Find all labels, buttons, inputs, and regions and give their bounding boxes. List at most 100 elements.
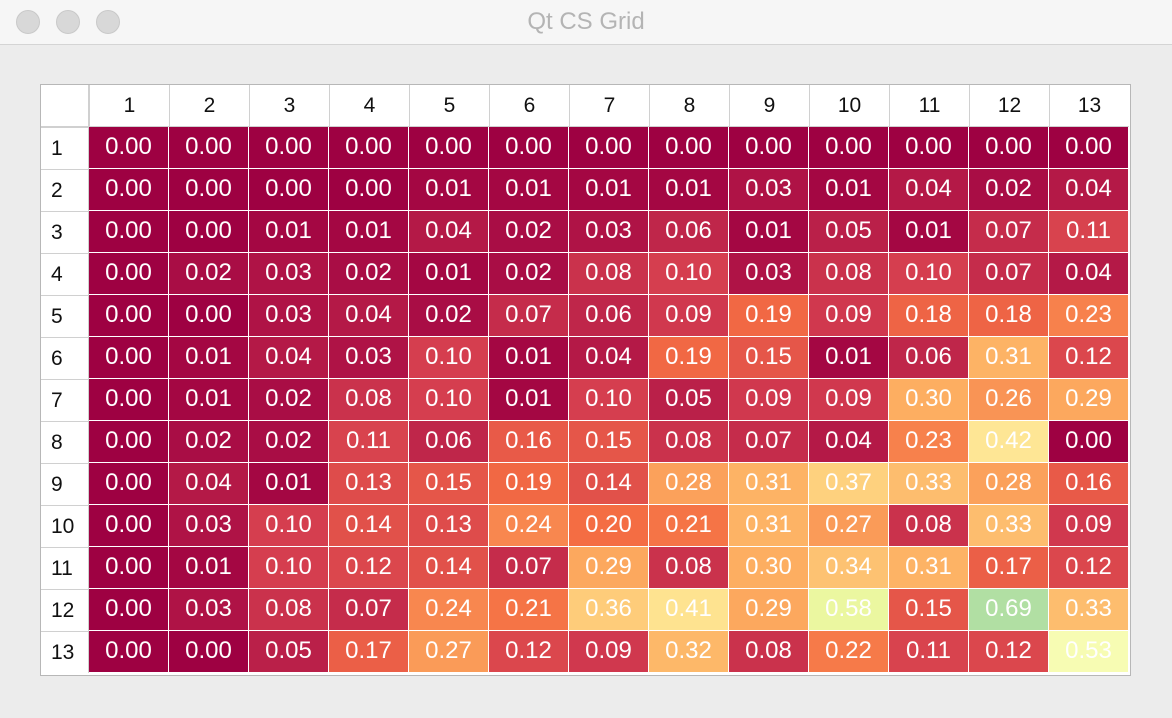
grid-cell[interactable]: 0.07 [969,211,1049,253]
grid-cell[interactable]: 0.03 [729,169,809,211]
grid-cell[interactable]: 0.00 [89,631,169,673]
grid-cell[interactable]: 0.09 [809,379,889,421]
grid-cell[interactable]: 0.10 [409,337,489,379]
column-header[interactable]: 4 [329,85,409,127]
grid-cell[interactable]: 0.03 [569,211,649,253]
grid-cell[interactable]: 0.01 [169,337,249,379]
grid-cell[interactable]: 0.00 [889,127,969,169]
grid-cell[interactable]: 0.05 [649,379,729,421]
grid-cell[interactable]: 0.09 [809,295,889,337]
grid-cell[interactable]: 0.04 [889,169,969,211]
grid-cell[interactable]: 0.02 [489,253,569,295]
grid-cell[interactable]: 0.10 [249,505,329,547]
grid-cell[interactable]: 0.53 [1049,631,1129,673]
grid-cell[interactable]: 0.21 [489,589,569,631]
close-window-button[interactable] [16,10,40,34]
grid-cell[interactable]: 0.00 [1049,421,1129,463]
grid-cell[interactable]: 0.20 [569,505,649,547]
grid-cell[interactable]: 0.09 [729,379,809,421]
row-header[interactable]: 13 [41,631,89,673]
row-header[interactable]: 5 [41,295,89,337]
grid-cell[interactable]: 0.00 [89,169,169,211]
grid-cell[interactable]: 0.02 [329,253,409,295]
grid-cell[interactable]: 0.00 [89,547,169,589]
grid-cell[interactable]: 0.08 [249,589,329,631]
grid-cell[interactable]: 0.15 [729,337,809,379]
column-header[interactable]: 9 [729,85,809,127]
grid-cell[interactable]: 0.58 [809,589,889,631]
grid-cell[interactable]: 0.04 [169,463,249,505]
grid-cell[interactable]: 0.24 [489,505,569,547]
grid-cell[interactable]: 0.00 [89,463,169,505]
grid-cell[interactable]: 0.31 [729,463,809,505]
grid-cell[interactable]: 0.01 [569,169,649,211]
column-header[interactable]: 10 [809,85,889,127]
row-header[interactable]: 4 [41,253,89,295]
grid-cell[interactable]: 0.12 [1049,337,1129,379]
grid-cell[interactable]: 0.14 [409,547,489,589]
grid-cell[interactable]: 0.04 [329,295,409,337]
grid-cell[interactable]: 0.00 [809,127,889,169]
grid-cell[interactable]: 0.15 [409,463,489,505]
row-header[interactable]: 9 [41,463,89,505]
grid-cell[interactable]: 0.32 [649,631,729,673]
grid-cell[interactable]: 0.09 [649,295,729,337]
grid-cell[interactable]: 0.24 [409,589,489,631]
grid-cell[interactable]: 0.10 [889,253,969,295]
row-header[interactable]: 6 [41,337,89,379]
grid-cell[interactable]: 0.01 [169,379,249,421]
row-header[interactable]: 12 [41,589,89,631]
grid-cell[interactable]: 0.18 [889,295,969,337]
grid-cell[interactable]: 0.01 [729,211,809,253]
grid-cell[interactable]: 0.09 [569,631,649,673]
grid-cell[interactable]: 0.16 [489,421,569,463]
grid-cell[interactable]: 0.31 [889,547,969,589]
grid-cell[interactable]: 0.03 [249,295,329,337]
grid-cell[interactable]: 0.00 [969,127,1049,169]
grid-cell[interactable]: 0.00 [649,127,729,169]
grid-cell[interactable]: 0.00 [569,127,649,169]
grid-cell[interactable]: 0.02 [249,421,329,463]
grid-cell[interactable]: 0.02 [969,169,1049,211]
grid-cell[interactable]: 0.22 [809,631,889,673]
grid-cell[interactable]: 0.10 [569,379,649,421]
grid-cell[interactable]: 0.04 [569,337,649,379]
grid-cell[interactable]: 0.00 [169,169,249,211]
grid-table[interactable]: 1 2 3 4 5 6 7 8 9 10 11 12 13 1 2 3 4 5 6 7 8 9 10 11 12 13 0.00 0.… [40,84,1131,676]
row-header[interactable]: 2 [41,169,89,211]
grid-cell[interactable]: 0.10 [409,379,489,421]
grid-cell[interactable]: 0.00 [169,295,249,337]
grid-cell[interactable]: 0.07 [969,253,1049,295]
grid-cell[interactable]: 0.08 [569,253,649,295]
column-header[interactable]: 5 [409,85,489,127]
grid-cell[interactable]: 0.06 [889,337,969,379]
grid-cell[interactable]: 0.00 [169,631,249,673]
grid-cell[interactable]: 0.00 [1049,127,1129,169]
grid-cell[interactable]: 0.00 [489,127,569,169]
grid-cell[interactable]: 0.00 [249,169,329,211]
grid-cell[interactable]: 0.08 [649,547,729,589]
zoom-window-button[interactable] [96,10,120,34]
column-header[interactable]: 6 [489,85,569,127]
grid-cell[interactable]: 0.33 [969,505,1049,547]
grid-cell[interactable]: 0.31 [729,505,809,547]
grid-cell[interactable]: 0.00 [169,127,249,169]
grid-cell[interactable]: 0.03 [329,337,409,379]
grid-cell[interactable]: 0.07 [489,295,569,337]
grid-cell[interactable]: 0.01 [249,211,329,253]
grid-cell[interactable]: 0.00 [169,211,249,253]
grid-cell[interactable]: 0.08 [649,421,729,463]
column-header[interactable]: 2 [169,85,249,127]
grid-cell[interactable]: 0.11 [889,631,969,673]
grid-cell[interactable]: 0.01 [329,211,409,253]
grid-cell[interactable]: 0.04 [249,337,329,379]
grid-cell[interactable]: 0.31 [969,337,1049,379]
grid-cell[interactable]: 0.05 [809,211,889,253]
grid-cell[interactable]: 0.34 [809,547,889,589]
grid-cell[interactable]: 0.02 [409,295,489,337]
grid-cell[interactable]: 0.33 [1049,589,1129,631]
grid-cell[interactable]: 0.06 [409,421,489,463]
grid-cell[interactable]: 0.12 [489,631,569,673]
grid-cell[interactable]: 0.08 [329,379,409,421]
grid-cell[interactable]: 0.11 [329,421,409,463]
